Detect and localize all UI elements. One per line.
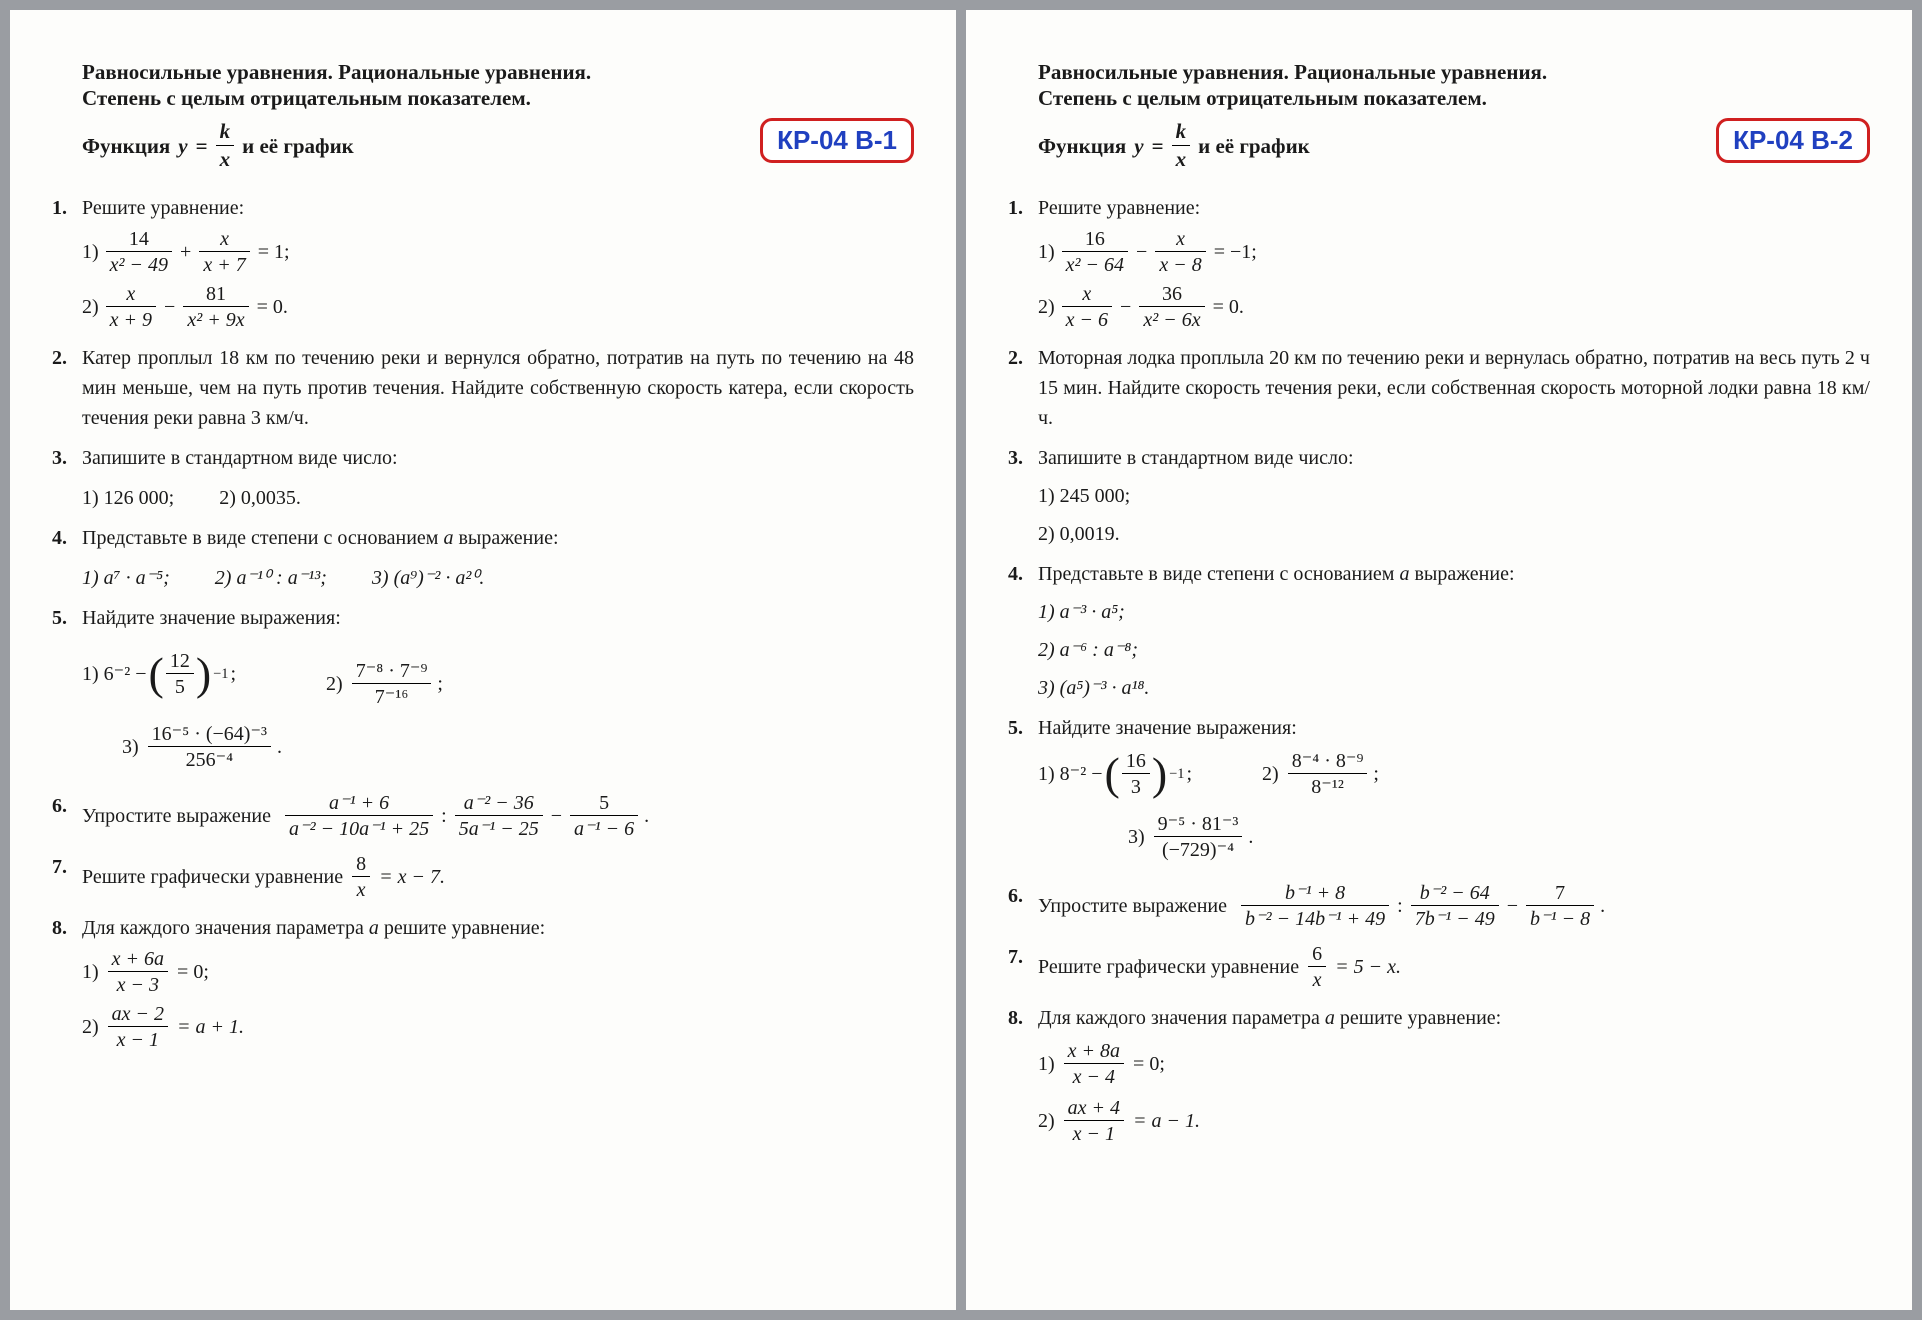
- task-2: Моторная лодка проплыла 20 км по течению…: [1008, 343, 1870, 433]
- page-variant-2: Равносильные уравнения. Рациональные ура…: [966, 10, 1912, 1310]
- header-title-2: Степень с целым отрицательным показателе…: [82, 86, 914, 111]
- header-title-2: Степень с целым отрицательным показателе…: [1038, 86, 1870, 111]
- task-8-e2: 2) ax − 2x − 1 = a + 1.: [82, 1002, 914, 1053]
- task-1-label: Решите уравнение:: [82, 197, 244, 219]
- task-5: Найдите значение выражения: 1) 8⁻² − ( 1…: [1008, 713, 1870, 863]
- task-1: Решите уравнение: 1) 14x² − 49 + xx + 7 …: [52, 193, 914, 333]
- task-list: Решите уравнение: 1) 14x² − 49 + xx + 7 …: [52, 193, 914, 1053]
- header-title-1: Равносильные уравнения. Рациональные ура…: [1038, 58, 1870, 86]
- task-5-e3: 3) 16⁻⁵ · (−64)⁻³256⁻⁴ .: [82, 722, 914, 773]
- task-list: Решите уравнение: 1) 16x² − 64 − xx − 8 …: [1008, 193, 1870, 1147]
- func-eq: =: [196, 134, 208, 159]
- header-title-1: Равносильные уравнения. Рациональные ура…: [82, 58, 914, 86]
- task-3: Запишите в стандартном виде число: 1) 24…: [1008, 443, 1870, 549]
- page-variant-1: Равносильные уравнения. Рациональные ура…: [10, 10, 956, 1310]
- task-3: Запишите в стандартном виде число: 1) 12…: [52, 443, 914, 513]
- task-7: Решите графически уравнение 8x = x − 7.: [52, 852, 914, 903]
- variant-badge: КР-04 В-1: [760, 118, 914, 163]
- func-prefix: Функция: [82, 134, 170, 159]
- task-7: Решите графически уравнение 6x = 5 − x.: [1008, 942, 1870, 993]
- func-y: y: [178, 134, 187, 159]
- task-1-eq1: 1) 14x² − 49 + xx + 7 = 1;: [82, 227, 914, 278]
- task-1-eq2: 2) xx + 9 − 81x² + 9x = 0.: [82, 282, 914, 333]
- task-6: Упростите выражение a⁻¹ + 6a⁻² − 10a⁻¹ +…: [52, 791, 914, 842]
- task-4: Представьте в виде степени с основанием …: [1008, 559, 1870, 703]
- task-1: Решите уравнение: 1) 16x² − 64 − xx − 8 …: [1008, 193, 1870, 333]
- pages-container: Равносильные уравнения. Рациональные ура…: [10, 10, 1912, 1310]
- variant-badge: КР-04 В-2: [1716, 118, 1870, 163]
- task-5-e1: 1) 6⁻² − ( 125 )−1 ;: [82, 649, 236, 700]
- task-5: Найдите значение выражения: 1) 6⁻² − ( 1…: [52, 603, 914, 773]
- task-8: Для каждого значения параметра a решите …: [52, 913, 914, 1053]
- task-4: Представьте в виде степени с основанием …: [52, 523, 914, 593]
- task-8-e1: 1) x + 6ax − 3 = 0;: [82, 947, 914, 998]
- header-block: Равносильные уравнения. Рациональные ура…: [1008, 58, 1870, 173]
- func-suffix: и её график: [242, 134, 354, 159]
- task-6: Упростите выражение b⁻¹ + 8b⁻² − 14b⁻¹ +…: [1008, 881, 1870, 932]
- header-block: Равносильные уравнения. Рациональные ура…: [52, 58, 914, 173]
- func-frac: k x: [216, 119, 235, 172]
- task-2: Катер проплыл 18 км по течению реки и ве…: [52, 343, 914, 433]
- task-8: Для каждого значения параметра a решите …: [1008, 1003, 1870, 1147]
- task-5-e2: 2) 7⁻⁸ · 7⁻⁹7⁻¹⁶ ;: [326, 659, 443, 710]
